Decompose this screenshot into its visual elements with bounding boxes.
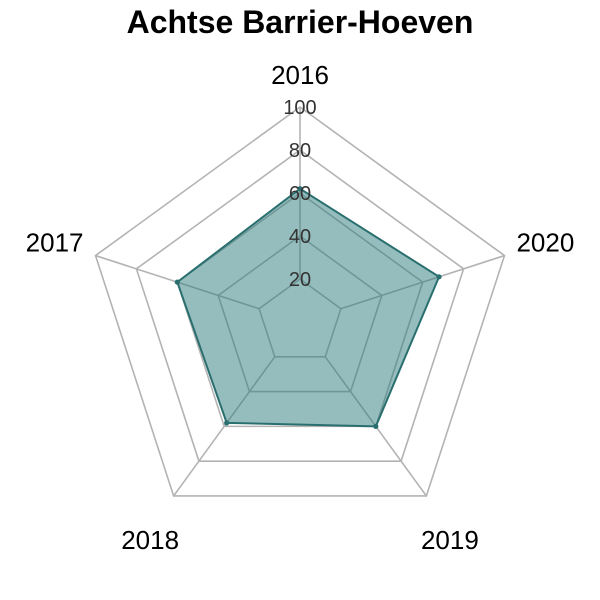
axis-label-2019: 2019 bbox=[421, 525, 479, 555]
series-area bbox=[176, 187, 441, 428]
data-point-2019 bbox=[373, 423, 379, 429]
tick-label-100: 100 bbox=[283, 97, 316, 119]
tick-label-80: 80 bbox=[289, 140, 311, 162]
chart-title: Achtse Barrier-Hoeven bbox=[126, 4, 474, 40]
radial-tick-labels: 20 40 60 80 100 bbox=[283, 97, 316, 291]
tick-label-60: 60 bbox=[289, 183, 311, 205]
data-point-2018 bbox=[224, 420, 230, 426]
axis-label-2020: 2020 bbox=[516, 228, 574, 258]
series-0 bbox=[174, 186, 442, 429]
axis-label-2016: 2016 bbox=[271, 60, 329, 90]
axis-label-2018: 2018 bbox=[121, 525, 179, 555]
axis-label-2017: 2017 bbox=[26, 228, 84, 258]
grid-ring-100 bbox=[94, 106, 506, 497]
tick-label-20: 20 bbox=[289, 269, 311, 291]
data-point-2020 bbox=[436, 274, 442, 280]
data-point-2017 bbox=[174, 279, 180, 285]
grid-ring-80 bbox=[135, 149, 465, 462]
data-point-2016 bbox=[297, 186, 303, 192]
axis-labels: 2016 2020 2019 2018 2017 bbox=[26, 60, 575, 555]
tick-label-40: 40 bbox=[289, 226, 311, 248]
